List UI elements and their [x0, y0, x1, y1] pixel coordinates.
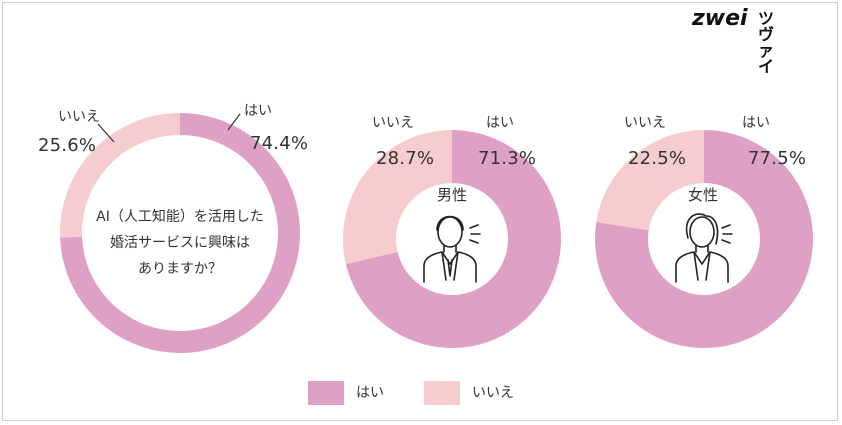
chart2-no-value: 28.7% — [376, 148, 435, 169]
chart1-yes-label: はい — [244, 103, 272, 119]
question-line-2: 婚活サービスに興味は — [110, 235, 250, 251]
chart2-slice-no — [342, 129, 452, 265]
logo-kana: ツヴァイ — [758, 9, 774, 76]
chart3-title: 女性 — [688, 186, 719, 204]
chart1-slice-no — [59, 113, 180, 238]
chart1-no-value: 25.6% — [38, 135, 97, 156]
businessman-icon — [423, 215, 481, 283]
chart3-slice-yes — [595, 130, 813, 348]
chart2-slice-yes — [345, 130, 561, 348]
chart1-yes-value: 74.4% — [250, 133, 309, 154]
legend-label-yes: はい — [356, 385, 384, 401]
chart1-no-leader-line — [97, 123, 115, 143]
chart1-no-label: いいえ — [58, 109, 100, 125]
businesswoman-icon — [675, 213, 733, 283]
chart2-no-label: いいえ — [372, 115, 414, 131]
chart1-question: AI（人工知能）を活用した 婚活サービスに興味は ありますか？ — [60, 204, 300, 282]
logo-latin: zwei — [692, 6, 748, 31]
chart3-yes-label: はい — [742, 115, 770, 131]
legend-label-no: いいえ — [472, 385, 514, 401]
chart1-yes-leader-line — [227, 113, 241, 131]
chart2-title: 男性 — [437, 186, 468, 204]
question-line-3: ありますか？ — [138, 261, 222, 277]
chart3-yes-value: 77.5% — [748, 148, 807, 169]
chart3-slice-no — [596, 130, 704, 231]
figure-frame — [2, 2, 838, 421]
question-line-1: AI（人工知能）を活用した — [96, 209, 264, 225]
legend-swatch-yes — [308, 381, 344, 405]
chart3-no-value: 22.5% — [628, 148, 687, 169]
legend-swatch-no — [424, 381, 460, 405]
chart3-no-label: いいえ — [624, 115, 666, 131]
chart2-yes-label: はい — [486, 115, 514, 131]
chart2-yes-value: 71.3% — [478, 148, 537, 169]
